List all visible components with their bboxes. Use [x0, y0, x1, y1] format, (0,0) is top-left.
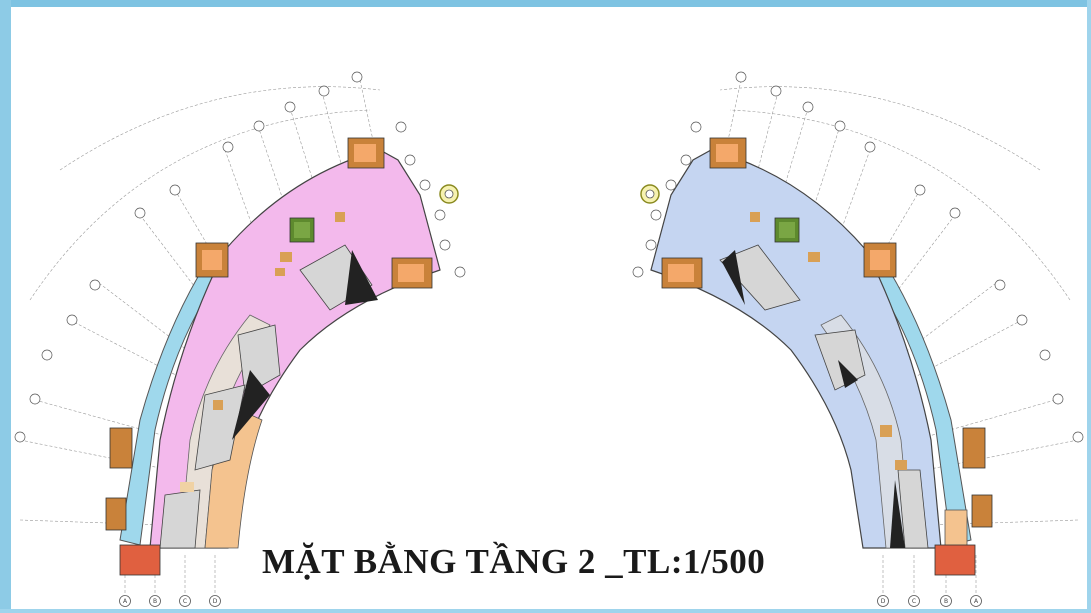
axis-label-left-0: A: [123, 598, 128, 605]
drawing-title: MẶT BẰNG TẦNG 2 _TL:1/500: [262, 542, 766, 581]
left-axis-markers: [119, 595, 221, 607]
right-radial-markers: [632, 71, 1084, 443]
axis-label-right-3: A: [974, 598, 979, 605]
axis-label-left-2: C: [183, 598, 187, 605]
right-wing: [632, 71, 1084, 607]
axis-letters: A B C D D C B A: [123, 598, 979, 605]
axis-label-right-2: B: [944, 598, 948, 605]
axis-label-left-3: D: [213, 598, 218, 605]
axis-label-right-0: D: [881, 598, 886, 605]
top-border: [0, 0, 1091, 7]
left-border: [0, 0, 11, 613]
right-section-marker: [640, 184, 660, 204]
left-wing: [14, 71, 466, 607]
right-axis-markers: [877, 595, 982, 607]
axis-label-left-1: B: [153, 598, 157, 605]
bottom-border: [0, 609, 1091, 613]
right-border: [1087, 0, 1091, 613]
left-section-marker: [439, 184, 459, 204]
axis-label-right-1: C: [912, 598, 916, 605]
left-radial-markers: [14, 71, 466, 443]
